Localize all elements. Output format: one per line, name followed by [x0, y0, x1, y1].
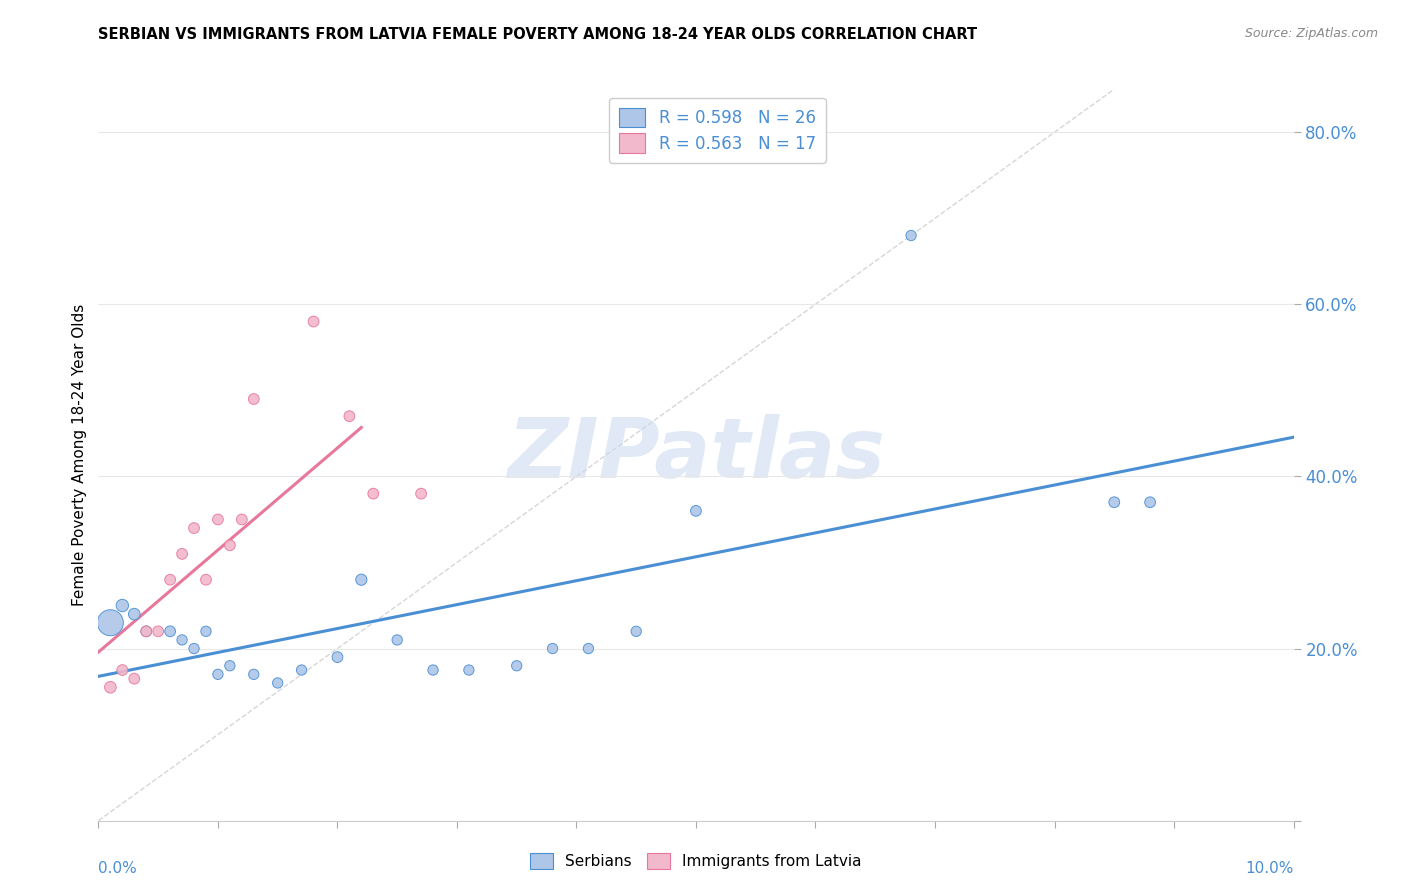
Point	[267, 676, 290, 690]
Point	[148, 624, 170, 639]
Text: 10.0%: 10.0%	[1246, 861, 1294, 876]
Point	[172, 632, 194, 647]
Point	[350, 573, 373, 587]
Point	[1104, 495, 1126, 509]
Point	[98, 615, 122, 630]
Point	[124, 607, 146, 621]
Text: ZIPatlas: ZIPatlas	[508, 415, 884, 495]
Point	[219, 538, 242, 552]
Point	[159, 624, 181, 639]
Legend: Serbians, Immigrants from Latvia: Serbians, Immigrants from Latvia	[524, 847, 868, 875]
Text: Source: ZipAtlas.com: Source: ZipAtlas.com	[1244, 27, 1378, 40]
Point	[900, 228, 922, 243]
Point	[1139, 495, 1161, 509]
Point	[411, 486, 433, 500]
Point	[98, 680, 122, 694]
Point	[219, 658, 242, 673]
Point	[506, 658, 529, 673]
Point	[183, 641, 205, 656]
Point	[183, 521, 205, 535]
Point	[135, 624, 157, 639]
Point	[290, 663, 312, 677]
Point	[159, 573, 181, 587]
Point	[243, 392, 266, 406]
Text: 0.0%: 0.0%	[98, 861, 138, 876]
Point	[207, 512, 229, 526]
Point	[135, 624, 157, 639]
Point	[111, 663, 134, 677]
Point	[124, 672, 146, 686]
Point	[458, 663, 481, 677]
Point	[302, 314, 325, 328]
Point	[194, 573, 218, 587]
Point	[578, 641, 600, 656]
Point	[385, 632, 409, 647]
Point	[111, 599, 134, 613]
Point	[207, 667, 229, 681]
Point	[541, 641, 564, 656]
Point	[326, 650, 349, 665]
Point	[339, 409, 360, 424]
Point	[685, 504, 707, 518]
Point	[243, 667, 266, 681]
Text: SERBIAN VS IMMIGRANTS FROM LATVIA FEMALE POVERTY AMONG 18-24 YEAR OLDS CORRELATI: SERBIAN VS IMMIGRANTS FROM LATVIA FEMALE…	[98, 27, 977, 42]
Y-axis label: Female Poverty Among 18-24 Year Olds: Female Poverty Among 18-24 Year Olds	[72, 304, 87, 606]
Point	[363, 486, 385, 500]
Point	[172, 547, 194, 561]
Point	[231, 512, 253, 526]
Point	[422, 663, 444, 677]
Point	[194, 624, 218, 639]
Point	[624, 624, 647, 639]
